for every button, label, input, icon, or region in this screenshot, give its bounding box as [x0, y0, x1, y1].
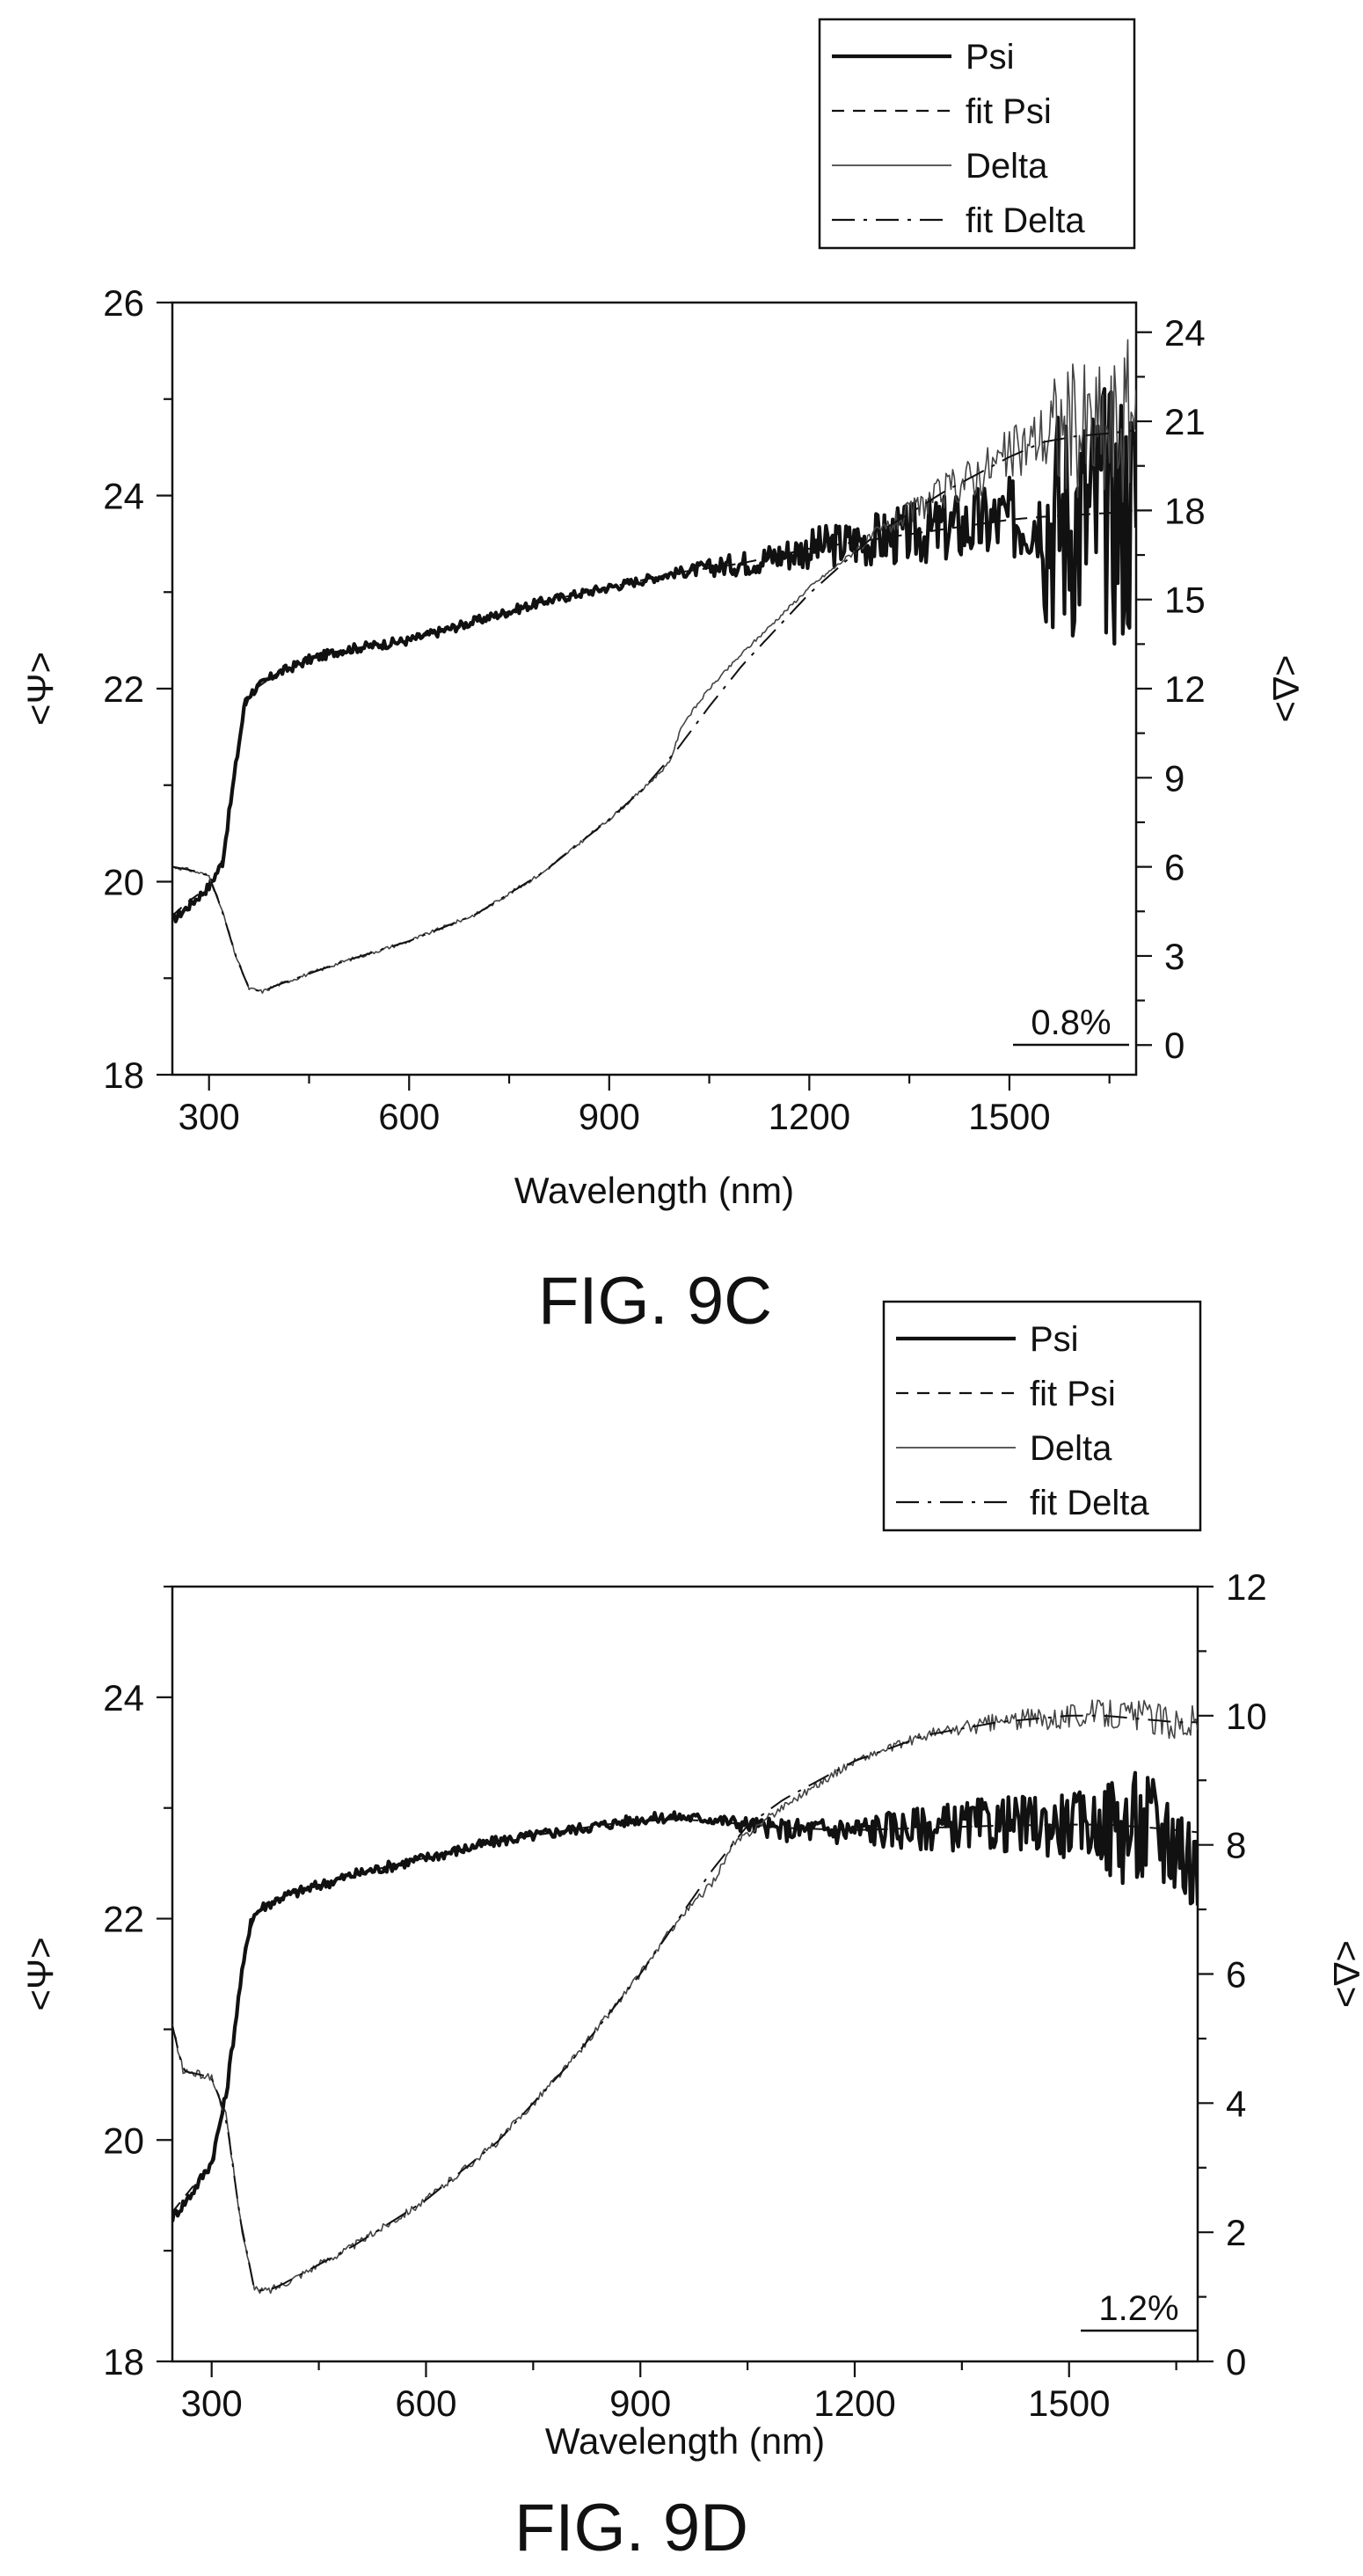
y-right-tick-label: 3: [1164, 936, 1184, 977]
legend-label: Delta: [1030, 1429, 1112, 1468]
fit-error-annotation: 0.8%: [1031, 1003, 1111, 1042]
figure-caption: FIG. 9C: [538, 1264, 772, 1339]
x-tick-label: 300: [181, 2383, 243, 2424]
plot-frame: [171, 1585, 1199, 2363]
x-tick-label: 1200: [769, 1096, 850, 1137]
series-line-fit-psi: [172, 1818, 1198, 2213]
x-tick-label: 300: [179, 1096, 240, 1137]
y-left-tick-label: 20: [103, 2120, 144, 2161]
y-left-tick-label: 24: [103, 476, 144, 517]
y-right-tick-label: 12: [1226, 1566, 1267, 1608]
figure-caption: FIG. 9D: [514, 2491, 748, 2565]
x-tick-label: 900: [579, 1096, 640, 1137]
x-tick-label: 1500: [1028, 2383, 1110, 2424]
y-left-tick-label: 26: [103, 282, 144, 324]
y-right-tick-label: 6: [1226, 1954, 1246, 1996]
legend-label: fit Delta: [1030, 1484, 1149, 1522]
x-axis-title: Wavelength (nm): [514, 1170, 794, 1211]
y-left-tick-label: 18: [103, 1054, 144, 1096]
series-line-fit-delta: [172, 1714, 1198, 2292]
y-right-tick-label: 8: [1226, 1825, 1246, 1866]
y-right-tick-label: 12: [1164, 668, 1206, 710]
y-left-axis-title: <Ψ>: [19, 1937, 61, 2010]
y-right-tick-label: 24: [1164, 312, 1206, 354]
series-line-fit-delta: [172, 429, 1133, 992]
legend-label: fit Psi: [1030, 1375, 1116, 1413]
x-tick-label: 900: [609, 2383, 671, 2424]
y-left-axis-title: <Ψ>: [19, 652, 61, 726]
y-right-tick-label: 21: [1164, 401, 1206, 442]
y-right-axis-title: <Δ>: [1326, 1940, 1363, 2008]
series-line-psi: [172, 1770, 1198, 2222]
y-left-tick-label: 24: [103, 1677, 144, 1719]
legend: Psi fit Psi Delta fit Delta: [818, 18, 1136, 250]
series-group: [172, 1699, 1198, 2295]
legend-label: Psi: [966, 38, 1015, 77]
y-left-tick-label: 22: [103, 668, 144, 710]
y-right-tick-label: 0: [1164, 1025, 1184, 1066]
legend-label: fit Delta: [966, 201, 1085, 240]
legend-label: Psi: [1030, 1320, 1079, 1359]
y-right-axis-title: <Δ>: [1265, 654, 1307, 722]
y-left-tick-label: 20: [103, 862, 144, 903]
y-right-tick-label: 15: [1164, 580, 1206, 621]
y-right-tick-label: 10: [1226, 1696, 1267, 1737]
fit-error-annotation: 1.2%: [1098, 2289, 1178, 2328]
plot-frame: [171, 301, 1138, 1076]
x-axis-title: Wavelength (nm): [545, 2420, 825, 2462]
series-group: [172, 339, 1136, 994]
x-tick-label: 600: [395, 2383, 456, 2424]
y-right-tick-label: 0: [1226, 2341, 1246, 2383]
y-right-tick-label: 18: [1164, 490, 1206, 531]
chart-9c: 300 600 900 1200 1500 18 20 22 24 26 0 3 6 9 12 15 18 21 2…: [19, 18, 1307, 1339]
y-right-tick-label: 6: [1164, 847, 1184, 888]
y-right-tick-label: 4: [1226, 2083, 1246, 2124]
x-tick-label: 600: [378, 1096, 440, 1137]
y-right-tick-label: 9: [1164, 757, 1184, 799]
legend-label: Delta: [966, 147, 1048, 186]
chart-9d: 300 600 900 1200 150018202224024681012Wavele…: [19, 1300, 1363, 2565]
series-line-delta: [172, 339, 1136, 994]
x-tick-label: 1200: [813, 2383, 895, 2424]
series-line-fit-psi: [172, 509, 1133, 916]
legend: Psi fit Psi Delta fit Delta: [882, 1300, 1202, 1532]
y-left-tick-label: 22: [103, 1899, 144, 1940]
y-right-tick-label: 2: [1226, 2212, 1246, 2253]
y-left-tick-label: 18: [103, 2341, 144, 2383]
series-line-delta: [172, 1699, 1198, 2295]
x-tick-label: 1500: [968, 1096, 1050, 1137]
legend-label: fit Psi: [966, 92, 1052, 131]
